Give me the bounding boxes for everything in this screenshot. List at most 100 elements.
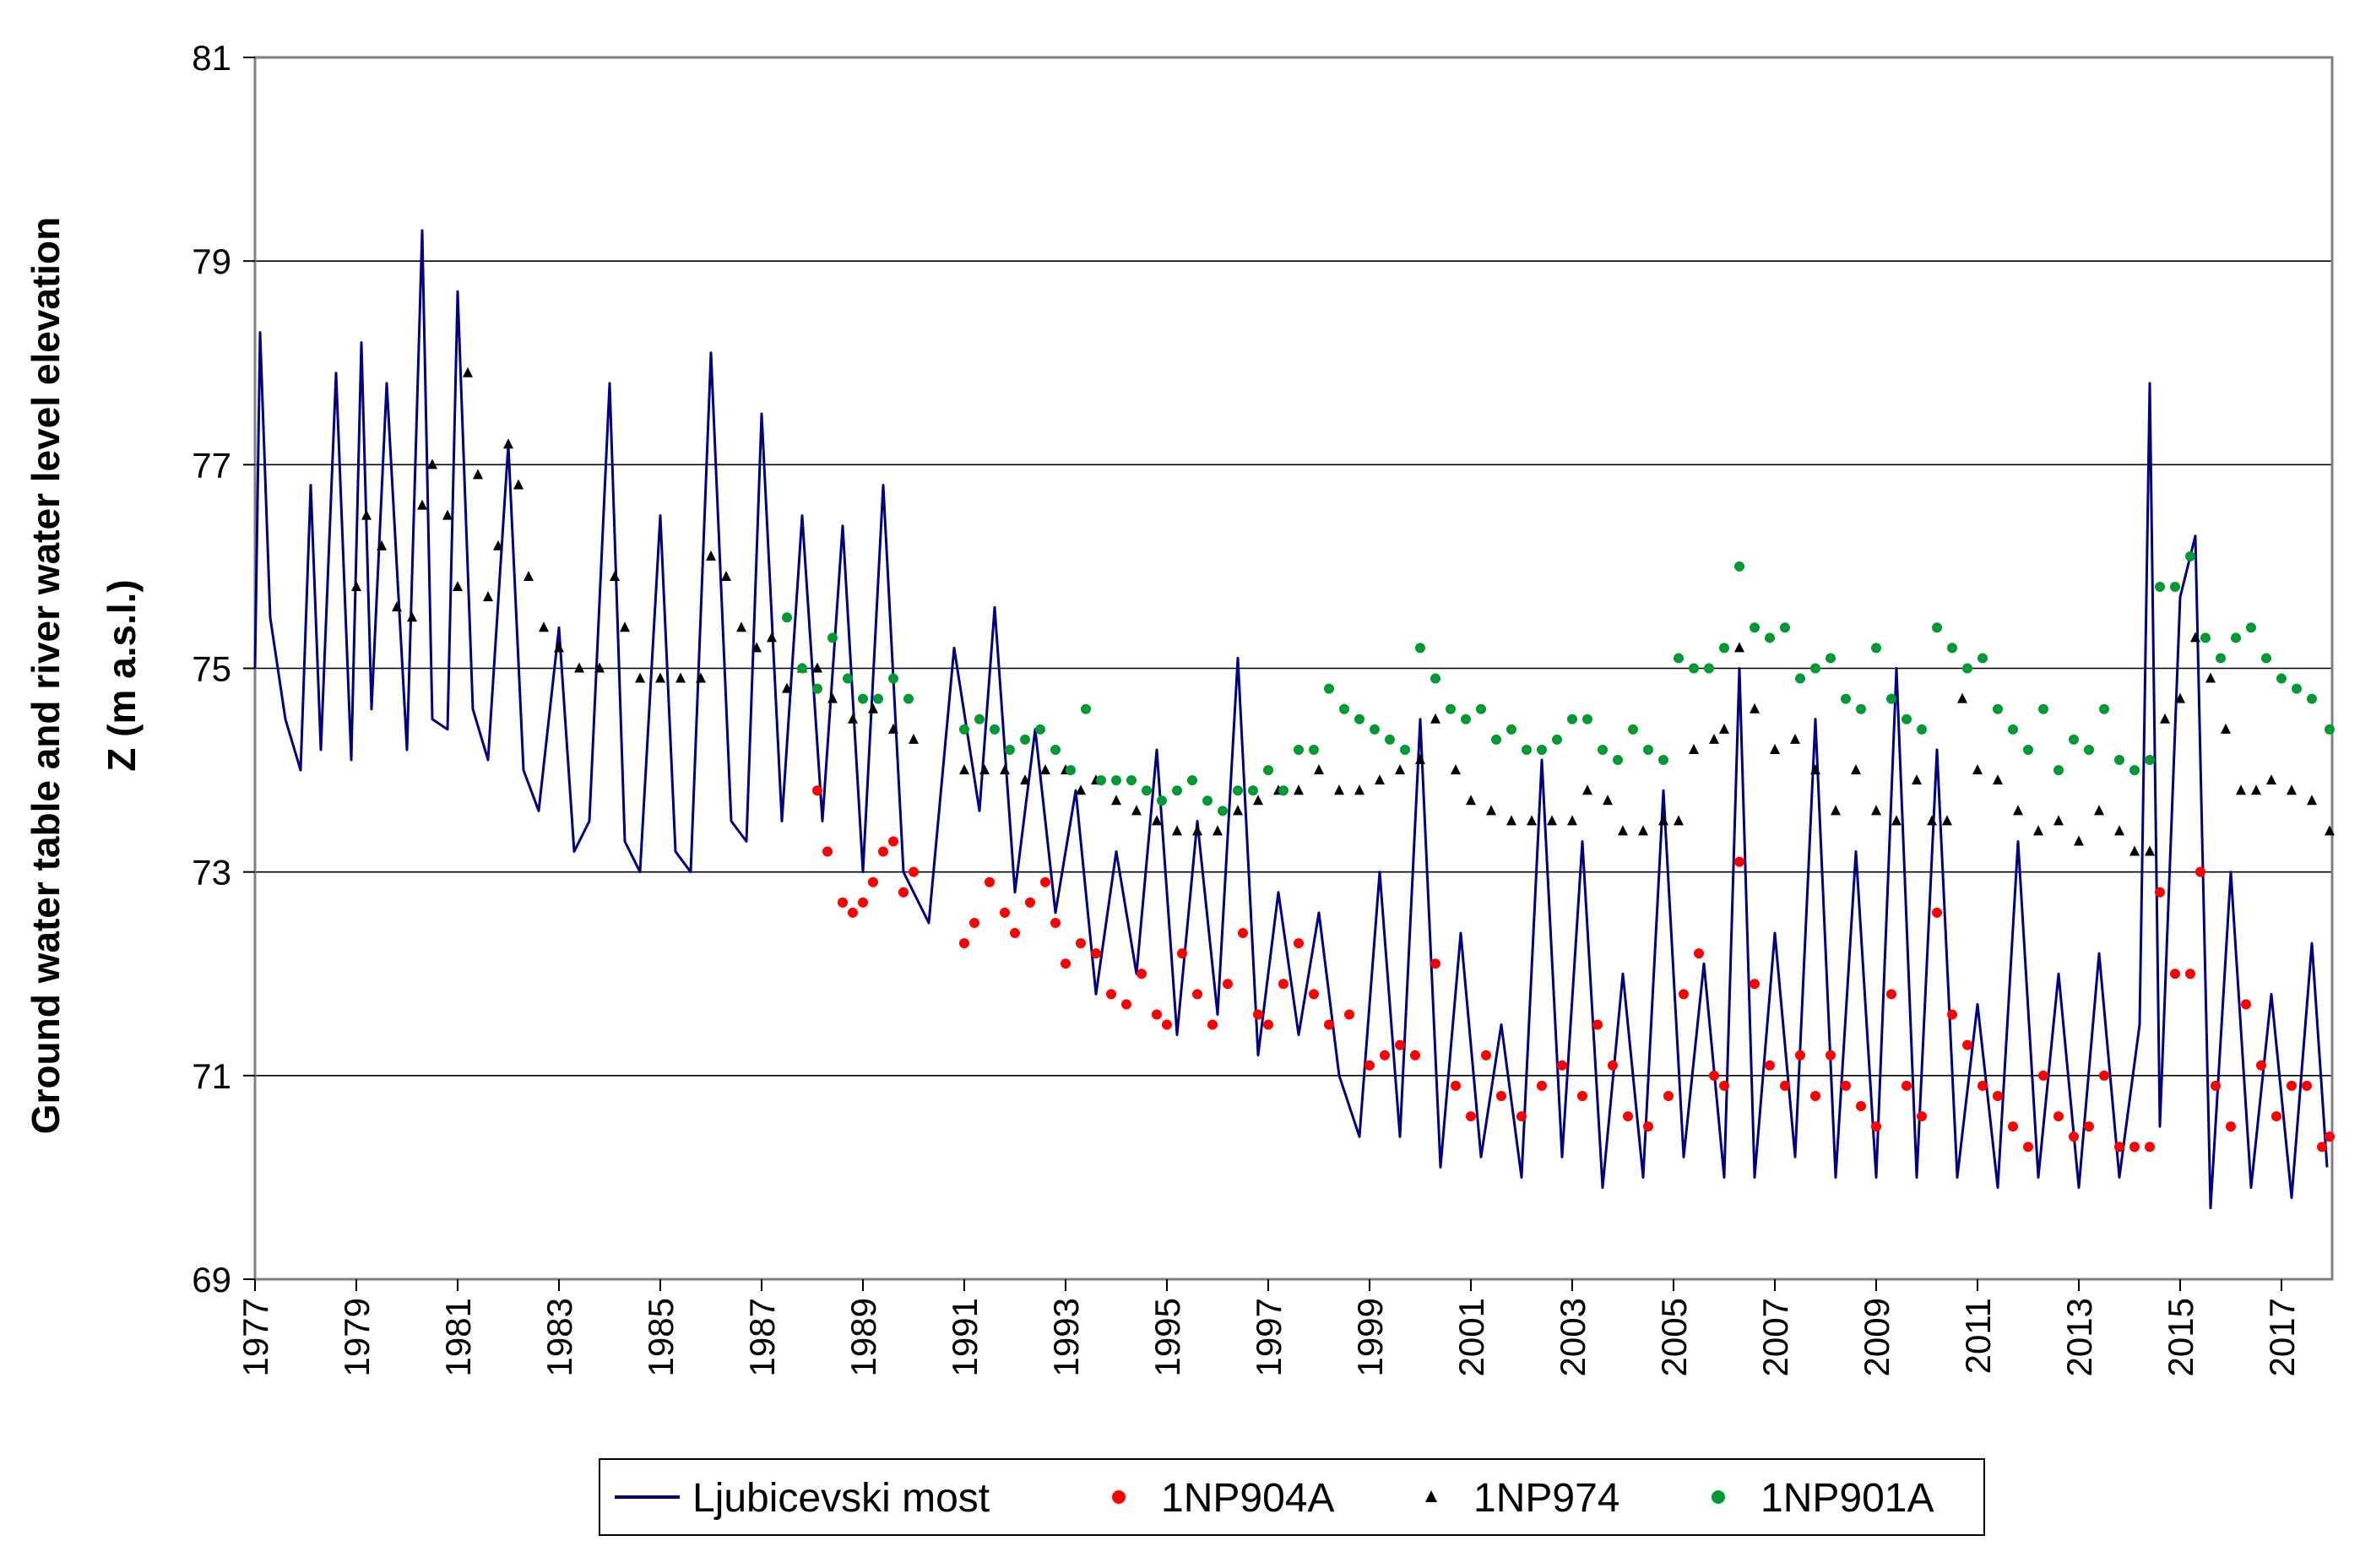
data-point — [2145, 755, 2155, 766]
data-point — [1891, 815, 1902, 826]
data-point — [2292, 683, 2302, 694]
data-point — [2325, 825, 2335, 836]
data-point — [1076, 938, 1086, 949]
data-point — [782, 682, 792, 693]
data-point — [1719, 643, 1729, 654]
data-point — [473, 469, 483, 480]
data-point — [1218, 806, 1228, 817]
data-point — [1932, 907, 1942, 918]
data-point — [1841, 693, 1851, 704]
data-point — [1040, 764, 1050, 775]
data-point — [1567, 815, 1577, 826]
data-point — [1704, 663, 1714, 674]
legend-label-ljubicevski-most: Ljubicevski most — [692, 1476, 990, 1521]
data-point — [1826, 653, 1836, 664]
data-point — [1780, 1080, 1790, 1091]
data-point — [1932, 622, 1942, 633]
data-point — [1385, 734, 1395, 745]
data-point — [1810, 1090, 1820, 1101]
data-point — [1005, 744, 1015, 755]
data-point — [838, 897, 848, 908]
data-point — [1978, 1080, 1988, 1091]
data-point — [675, 672, 686, 683]
data-point — [1020, 734, 1030, 745]
data-point — [1263, 1019, 1273, 1030]
data-point — [1324, 1019, 1334, 1030]
data-point — [858, 693, 868, 704]
data-point — [1172, 785, 1182, 796]
data-point — [1476, 703, 1486, 714]
data-point — [2114, 1142, 2124, 1153]
data-point — [2074, 835, 2084, 846]
data-point — [1294, 938, 1304, 949]
data-point — [990, 724, 1000, 735]
data-point — [377, 540, 387, 551]
data-point — [1537, 1080, 1547, 1091]
data-point — [1912, 774, 1922, 785]
data-point — [1451, 764, 1461, 775]
data-point — [2221, 723, 2231, 734]
data-point — [2114, 755, 2124, 766]
data-point — [1978, 653, 1988, 664]
data-point — [1106, 989, 1116, 1000]
data-point — [2170, 968, 2180, 979]
legend-label-1np904a: 1NP904A — [1161, 1476, 1334, 1521]
data-point — [858, 897, 868, 908]
data-point — [1486, 805, 1496, 816]
data-point — [1856, 703, 1866, 714]
data-point — [898, 887, 909, 898]
data-point — [2008, 724, 2018, 735]
data-point — [2155, 582, 2165, 593]
data-point — [1000, 907, 1010, 918]
data-point — [1841, 1080, 1851, 1091]
data-point — [1278, 979, 1289, 990]
data-point — [1765, 632, 1775, 643]
data-point — [2099, 1070, 2109, 1081]
data-point — [2261, 653, 2271, 664]
data-point — [1395, 1039, 1405, 1050]
data-point — [1177, 948, 1187, 959]
data-point — [1309, 989, 1319, 1000]
data-point — [1035, 724, 1045, 735]
data-point — [442, 509, 453, 520]
data-point — [1522, 744, 1532, 755]
x-tick-label-1989: 1989 — [844, 1298, 883, 1376]
data-point — [620, 621, 630, 632]
data-point — [2271, 1111, 2281, 1122]
data-point — [2226, 1121, 2236, 1132]
data-point — [1294, 784, 1304, 795]
data-point — [1577, 1090, 1587, 1101]
data-point — [1972, 764, 1983, 775]
data-point — [1962, 663, 1972, 674]
data-point — [812, 683, 822, 694]
data-point — [1917, 1111, 1927, 1122]
data-point — [751, 642, 762, 653]
data-point — [427, 458, 437, 469]
data-point — [1152, 1009, 1162, 1020]
data-point — [1826, 1050, 1836, 1061]
data-point — [407, 611, 417, 622]
data-point — [2170, 582, 2180, 593]
data-point — [2033, 825, 2043, 836]
data-point — [2053, 1111, 2064, 1122]
data-point — [1516, 1111, 1527, 1122]
data-point — [2038, 703, 2048, 714]
data-point — [1213, 825, 1223, 836]
data-point — [1223, 979, 1233, 990]
data-point — [2053, 765, 2064, 776]
data-point — [706, 550, 716, 561]
data-point — [417, 499, 427, 510]
data-point — [1162, 1019, 1172, 1030]
legend-label-1np901a: 1NP901A — [1761, 1476, 1934, 1521]
data-point — [985, 876, 995, 887]
data-point — [1354, 784, 1364, 795]
data-point — [1096, 775, 1106, 786]
data-point — [1709, 733, 1719, 744]
data-point — [2175, 692, 2185, 703]
data-point — [1663, 1090, 1674, 1101]
legend: Ljubicevski most 1NP904A 1NP974 1NP901A — [599, 1458, 1985, 1536]
data-point — [1993, 774, 2003, 785]
data-point — [2211, 1080, 2221, 1091]
data-point — [812, 785, 822, 796]
data-point — [868, 876, 878, 887]
